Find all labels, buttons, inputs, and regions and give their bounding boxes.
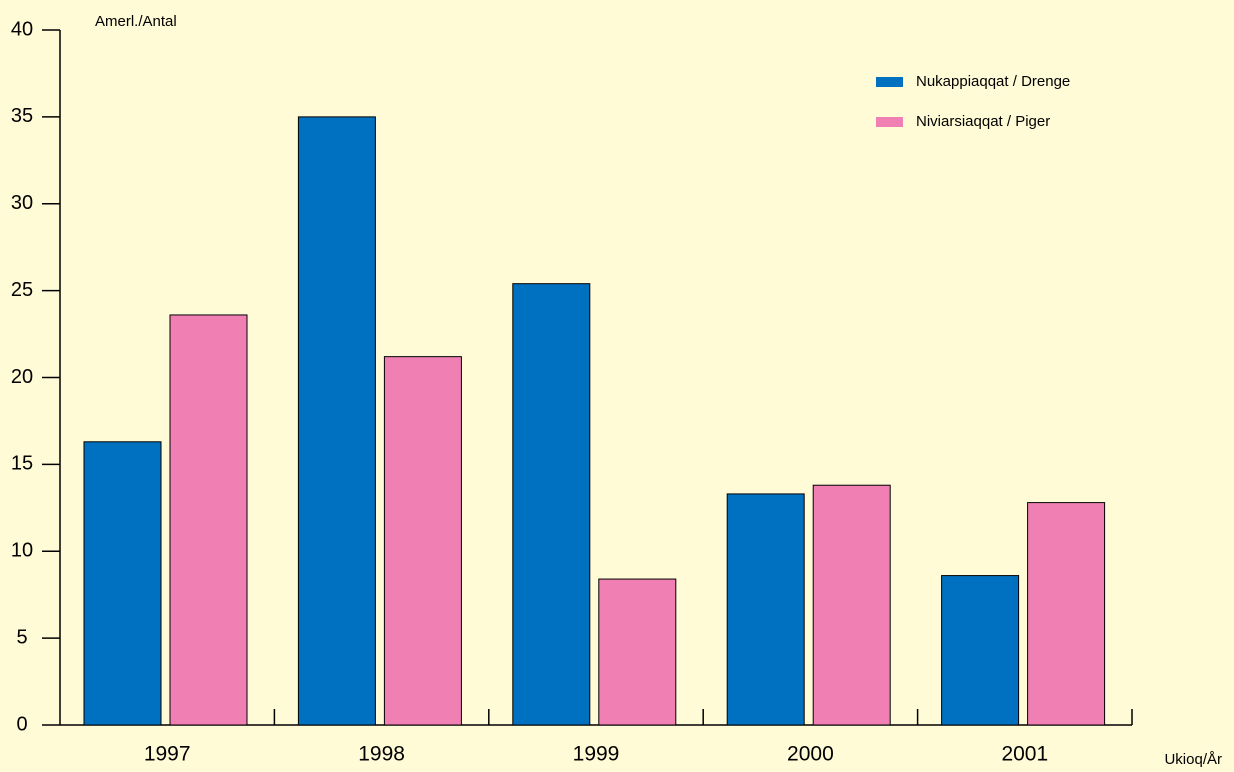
legend-label: Niviarsiaqqat / Piger [916, 113, 1050, 130]
y-tick-label: 25 [11, 279, 33, 301]
bar [512, 283, 591, 726]
x-tick-label: 1997 [144, 743, 191, 766]
bar [941, 575, 1020, 726]
bar [83, 441, 162, 726]
y-tick-label: 15 [11, 453, 33, 475]
bar [169, 314, 248, 726]
y-tick-label: 0 [16, 713, 27, 735]
legend-swatch [876, 77, 903, 87]
x-tick-label: 1998 [358, 743, 405, 766]
x-tick-label: 1999 [573, 743, 620, 766]
y-tick-label: 30 [11, 192, 33, 214]
y-tick-label: 35 [11, 105, 33, 127]
y-axis-label: Amerl./Antal [95, 13, 177, 30]
legend-swatch [876, 117, 903, 127]
x-axis-label: Ukioq/År [1164, 751, 1222, 768]
y-tick-label: 40 [11, 18, 33, 40]
bar [812, 484, 891, 726]
x-tick-label: 2001 [1001, 743, 1048, 766]
y-tick-label: 5 [16, 626, 27, 648]
bar [383, 356, 462, 726]
x-tick-label: 2000 [787, 743, 834, 766]
bar [297, 116, 376, 726]
bar [726, 493, 805, 726]
bar [598, 578, 677, 726]
bar [1027, 502, 1106, 726]
y-tick-label: 20 [11, 366, 33, 388]
legend-label: Nukappiaqqat / Drenge [916, 73, 1070, 90]
y-tick-label: 10 [11, 540, 33, 562]
